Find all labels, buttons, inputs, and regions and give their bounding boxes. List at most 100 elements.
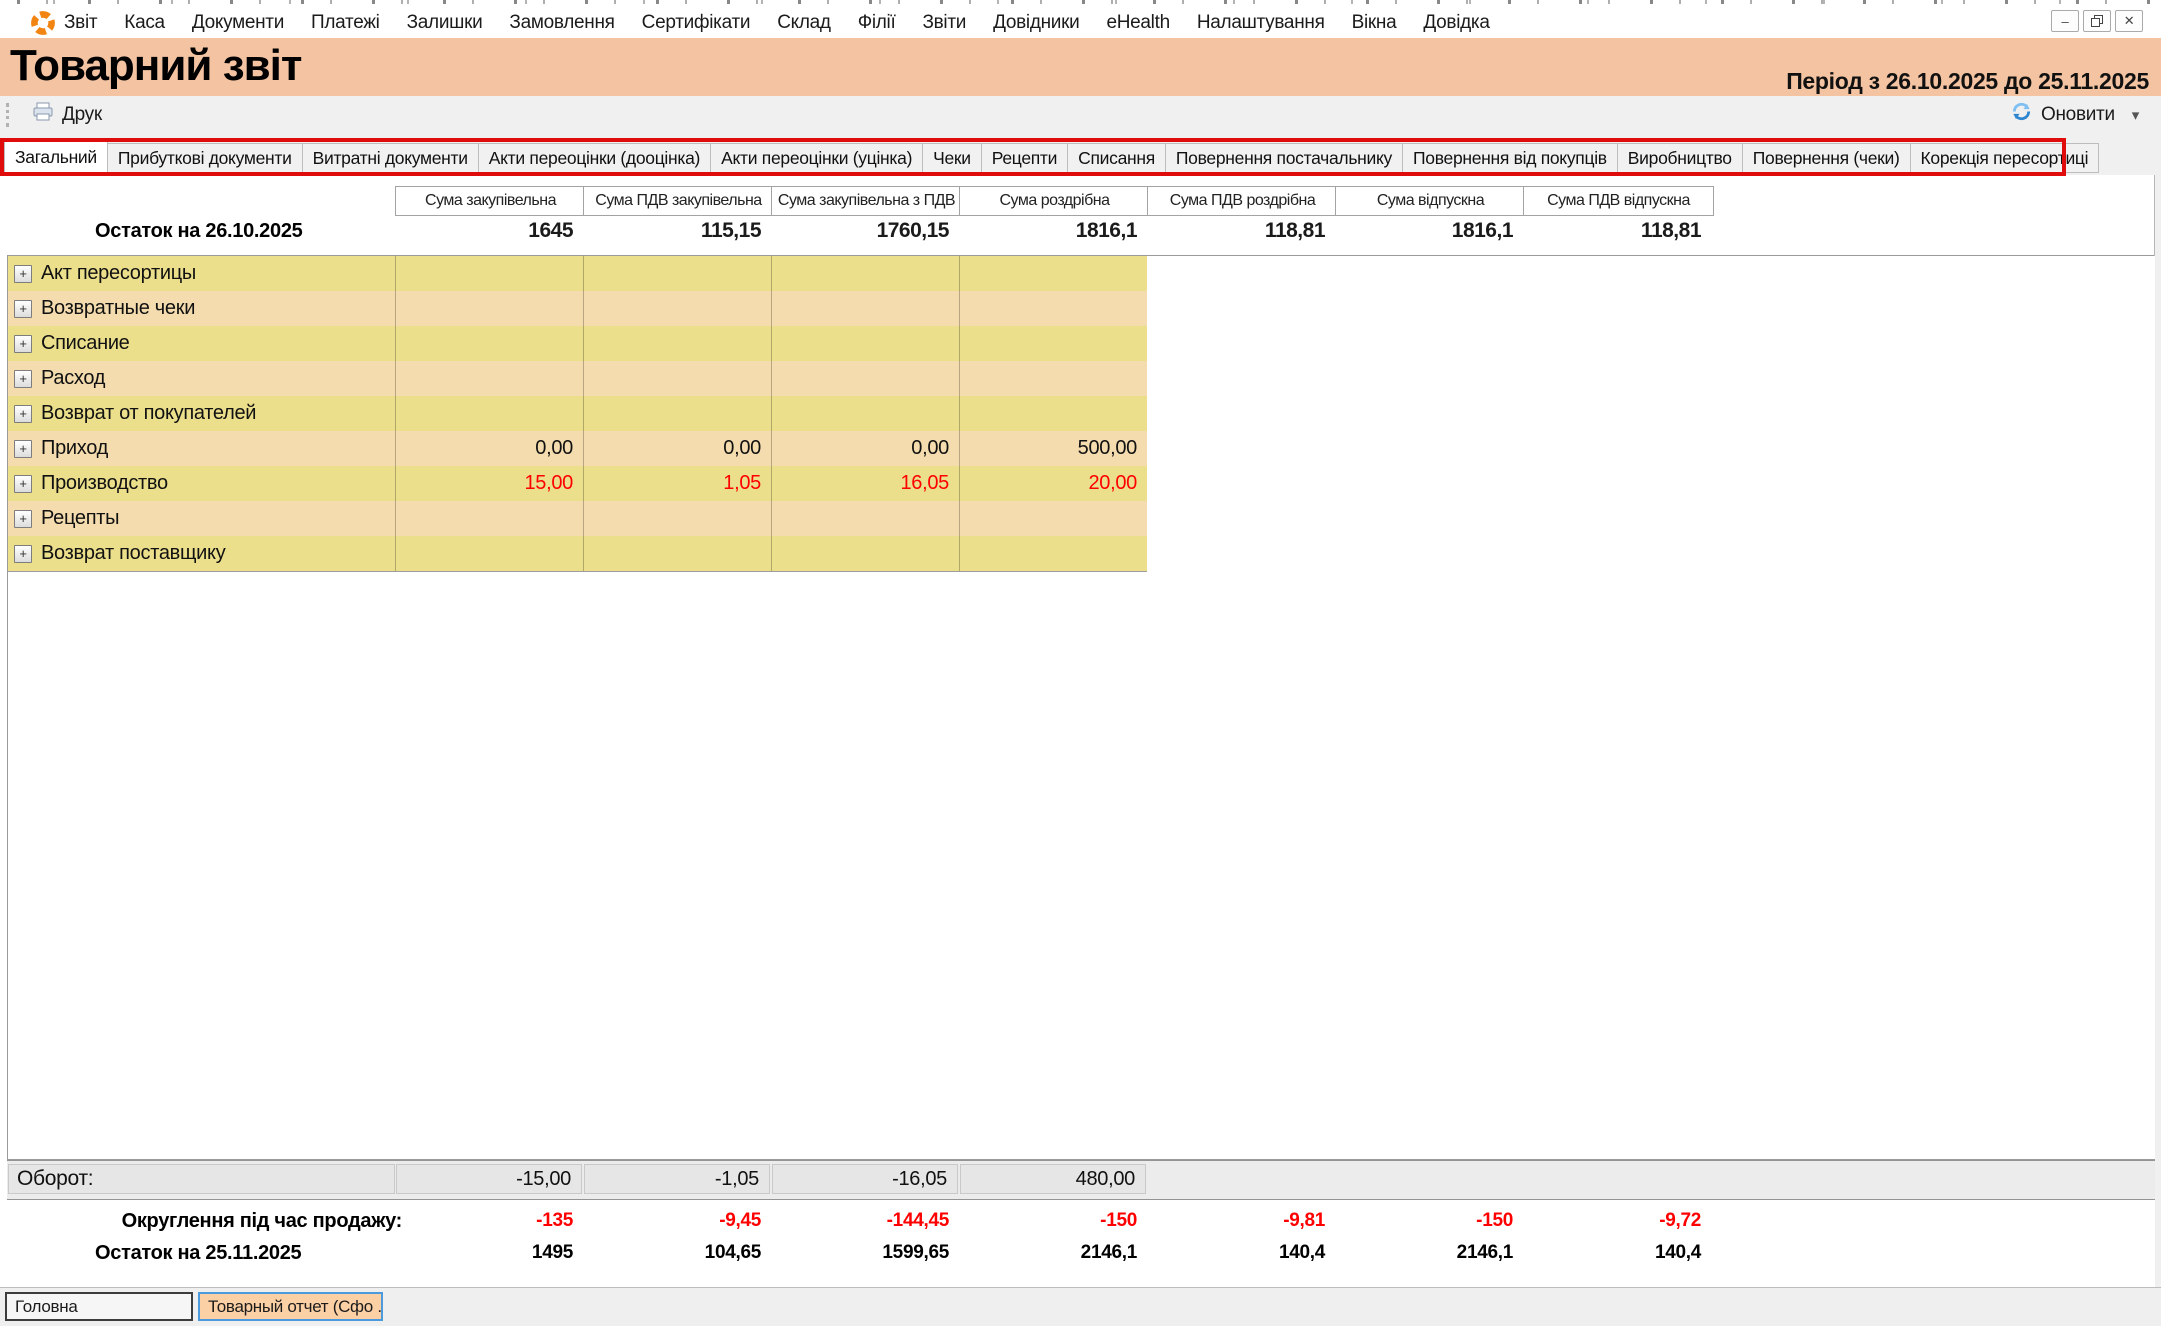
plus-expander-icon[interactable]: +: [14, 439, 32, 458]
tab-10[interactable]: Виробництво: [1616, 143, 1743, 173]
toolbar: Друк Оновити ▾: [0, 96, 2161, 133]
report-content: Остаток на 26.10.2025 + Акт пересортицы + В…: [0, 175, 2161, 1287]
column-header: Сума закупівельна з ПДВ: [771, 186, 962, 216]
opening-balance-label: Остаток на 26.10.2025: [95, 220, 303, 242]
menu-item-14[interactable]: Довідка: [1423, 12, 1490, 33]
table-row[interactable]: + Списание: [8, 326, 1147, 362]
menu-item-12[interactable]: Налаштування: [1196, 12, 1325, 33]
tab-5[interactable]: Чеки: [922, 143, 982, 173]
tab-11[interactable]: Повернення (чеки): [1741, 143, 1911, 173]
status-tab-1[interactable]: Товарный отчет (Сфо ..: [198, 1292, 383, 1321]
report-tabs: Загальний Прибуткові документи Витратні до…: [0, 139, 2100, 175]
rounding-value: -9,81: [1283, 1210, 1325, 1231]
menu-item-2[interactable]: Документи: [191, 12, 285, 33]
row-value: [771, 501, 959, 536]
column-header: Сума відпускна: [1335, 186, 1526, 216]
print-label: Друк: [62, 103, 102, 125]
opening-balance-value: 1816,1: [1451, 219, 1514, 242]
row-value: [959, 326, 1147, 361]
row-value: 16,05: [771, 466, 959, 501]
plus-expander-icon[interactable]: +: [14, 474, 32, 493]
table-row[interactable]: + Приход 0,00 0,00 0,00 500,00: [8, 431, 1147, 467]
row-value: [583, 501, 771, 536]
row-value: [771, 536, 959, 571]
row-value: 0,00: [583, 431, 771, 466]
turnover-label: Оборот:: [8, 1164, 395, 1194]
plus-expander-icon[interactable]: +: [14, 509, 32, 528]
row-value: [959, 396, 1147, 431]
row-label: Расход: [41, 367, 106, 389]
row-value: [583, 256, 771, 291]
opening-balance-value: 118,81: [1264, 219, 1326, 242]
tab-0[interactable]: Загальний: [4, 140, 108, 174]
tab-6[interactable]: Рецепти: [980, 143, 1069, 173]
table-row[interactable]: + Производство 15,00 1,05 16,05 20,00: [8, 466, 1147, 502]
chevron-down-icon[interactable]: ▾: [2131, 106, 2140, 124]
row-value: 0,00: [771, 431, 959, 466]
menu-item-10[interactable]: Довідники: [993, 12, 1080, 33]
plus-expander-icon[interactable]: +: [14, 264, 32, 283]
plus-expander-icon[interactable]: +: [14, 369, 32, 388]
plus-expander-icon[interactable]: +: [14, 404, 32, 423]
closing-balance-value: 2146,1: [1080, 1242, 1138, 1263]
row-value: [583, 396, 771, 431]
menu-item-1[interactable]: Каса: [124, 12, 165, 33]
row-label-cell: + Производство: [8, 466, 395, 501]
opening-balance-value: 118,81: [1640, 219, 1702, 242]
refresh-button[interactable]: Оновити ▾: [2002, 97, 2147, 132]
plus-expander-icon[interactable]: +: [14, 544, 32, 563]
status-tab-0[interactable]: Головна: [5, 1292, 193, 1321]
restore-icon[interactable]: [2083, 10, 2111, 32]
column-header: Сума закупівельна: [395, 186, 586, 216]
menu-item-7[interactable]: Склад: [777, 12, 831, 33]
row-label: Рецепты: [41, 507, 120, 529]
row-value: [583, 536, 771, 571]
table-row[interactable]: + Акт пересортицы: [8, 256, 1147, 292]
rounding-value: -9,45: [719, 1210, 761, 1231]
row-label-cell: + Возвратные чеки: [8, 291, 395, 326]
table-row[interactable]: + Возврат от покупателей: [8, 396, 1147, 432]
table-row[interactable]: + Расход: [8, 361, 1147, 397]
menu-item-11[interactable]: eHealth: [1106, 12, 1170, 33]
row-value: 15,00: [395, 466, 583, 501]
plus-expander-icon[interactable]: +: [14, 299, 32, 318]
menu-item-6[interactable]: Сертифікати: [641, 12, 751, 33]
print-button[interactable]: Друк: [24, 99, 110, 131]
plus-expander-icon[interactable]: +: [14, 334, 32, 353]
column-header: Сума ПДВ роздрібна: [1147, 186, 1338, 216]
tab-12[interactable]: Корекція пересортиці: [1909, 143, 2100, 173]
tab-9[interactable]: Повернення від покупців: [1402, 143, 1618, 173]
tab-8[interactable]: Повернення постачальнику: [1164, 143, 1403, 173]
tab-2[interactable]: Витратні документи: [301, 143, 479, 173]
row-value: [959, 256, 1147, 291]
tab-4[interactable]: Акти переоцінки (уцінка): [710, 143, 924, 173]
row-value: [395, 256, 583, 291]
tab-3[interactable]: Акти переоцінки (дооцінка): [477, 143, 712, 173]
menu-item-5[interactable]: Замовлення: [509, 12, 615, 33]
menu-item-8[interactable]: Філії: [857, 12, 896, 33]
closing-balance-label: Остаток на 25.11.2025: [95, 1242, 302, 1264]
close-icon[interactable]: ✕: [2115, 10, 2143, 32]
clipped-text-strip: [0, 0, 2161, 8]
menu-item-4[interactable]: Залишки: [406, 12, 483, 33]
report-period: Період з 26.10.2025 до 25.11.2025: [1786, 68, 2149, 94]
table-row[interactable]: + Рецепты: [8, 501, 1147, 537]
row-label: Акт пересортицы: [41, 262, 196, 284]
table-row[interactable]: + Возвратные чеки: [8, 291, 1147, 327]
row-label: Приход: [41, 437, 108, 459]
rounding-label: Округлення під час продажу:: [121, 1210, 403, 1232]
toolbar-grip[interactable]: [6, 102, 14, 127]
tab-7[interactable]: Списання: [1067, 143, 1166, 173]
tab-1[interactable]: Прибуткові документи: [106, 143, 303, 173]
minimize-icon[interactable]: –: [2051, 10, 2079, 32]
menu-item-9[interactable]: Звіти: [922, 12, 967, 33]
turnover-value: 480,00: [960, 1164, 1146, 1194]
menu-item-3[interactable]: Платежі: [311, 12, 380, 33]
row-value: [583, 326, 771, 361]
table-row[interactable]: + Возврат поставщику: [8, 536, 1147, 572]
menu-item-0[interactable]: Звіт: [64, 12, 98, 33]
row-label-cell: + Списание: [8, 326, 395, 361]
printer-icon: [32, 102, 54, 128]
menu-item-13[interactable]: Вікна: [1351, 12, 1397, 33]
row-value: [395, 396, 583, 431]
